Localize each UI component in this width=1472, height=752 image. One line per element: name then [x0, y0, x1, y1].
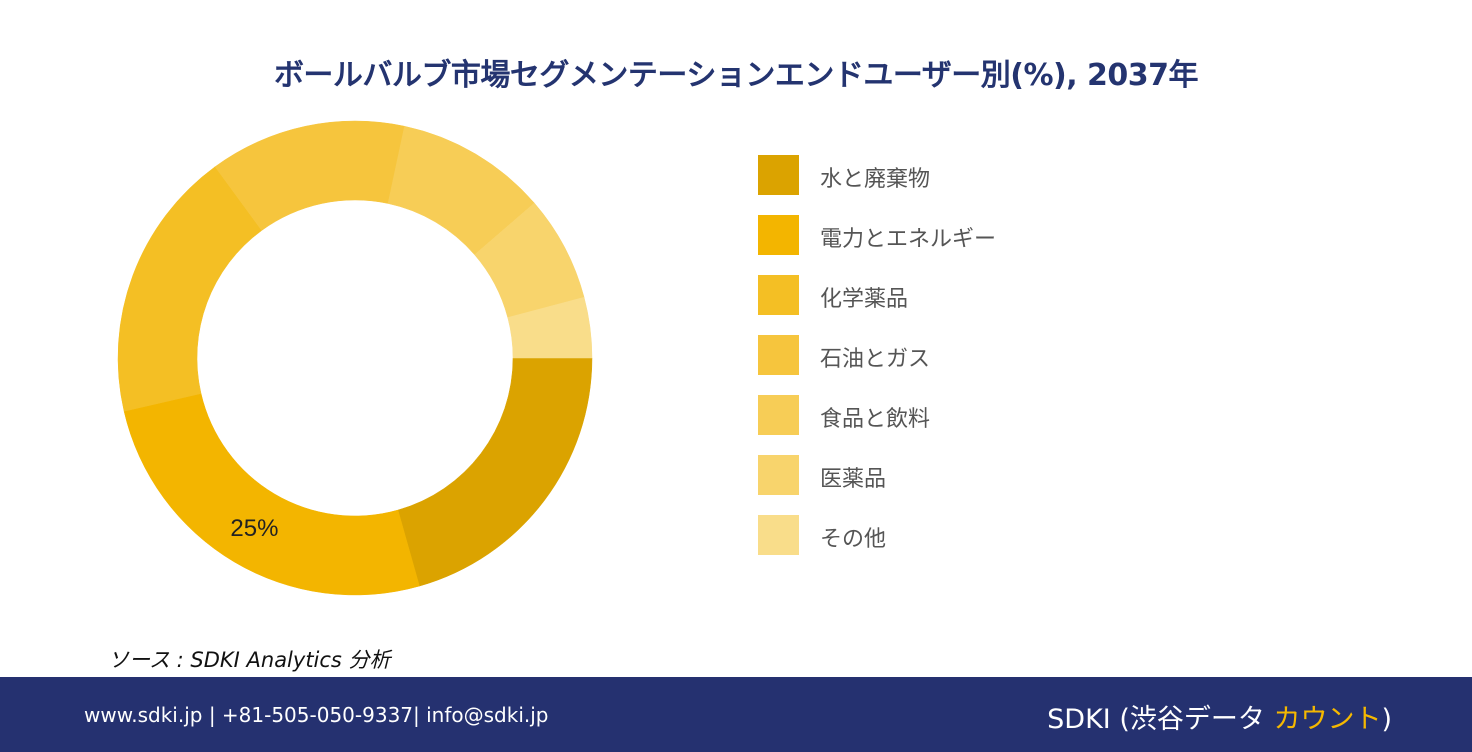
brand-accent: カウント	[1273, 704, 1382, 735]
legend-swatch-3	[758, 335, 799, 375]
footer-contact: www.sdki.jp | +81-505-050-9337| info@sdk…	[84, 703, 549, 727]
brand-close: )	[1381, 704, 1392, 735]
legend-label-2: 化学薬品	[820, 287, 909, 312]
slice-label-1: 25%	[230, 515, 278, 542]
slice-6	[507, 296, 593, 359]
legend-label-4: 食品と飲料	[820, 407, 931, 432]
footer-bar: www.sdki.jp | +81-505-050-9337| info@sdk…	[0, 677, 1472, 752]
legend-label-5: 医薬品	[820, 467, 887, 492]
legend-label-6: その他	[820, 527, 887, 552]
legend-swatch-1	[758, 215, 799, 255]
chart-title: ボールバルブ市場セグメンテーションエンドユーザー別(%), 2037年	[273, 58, 1199, 93]
slice-2	[117, 166, 263, 412]
footer-brand: SDKI (渋谷データ カウント)	[1047, 697, 1392, 736]
legend-swatch-5	[758, 455, 799, 495]
brand-main: SDKI (渋谷データ	[1047, 704, 1274, 735]
legend-label-3: 石油とガス	[820, 347, 931, 372]
donut-chart: 25%	[117, 120, 593, 596]
slice-1	[123, 393, 420, 596]
slice-0	[397, 357, 593, 587]
source-note: ソース : SDKI Analytics 分析	[108, 648, 391, 672]
legend-swatch-2	[758, 275, 799, 315]
legend-swatch-6	[758, 515, 799, 555]
legend-label-0: 水と廃棄物	[820, 167, 931, 192]
legend-swatch-4	[758, 395, 799, 435]
legend-swatch-0	[758, 155, 799, 195]
legend-label-1: 電力とエネルギー	[820, 227, 997, 252]
